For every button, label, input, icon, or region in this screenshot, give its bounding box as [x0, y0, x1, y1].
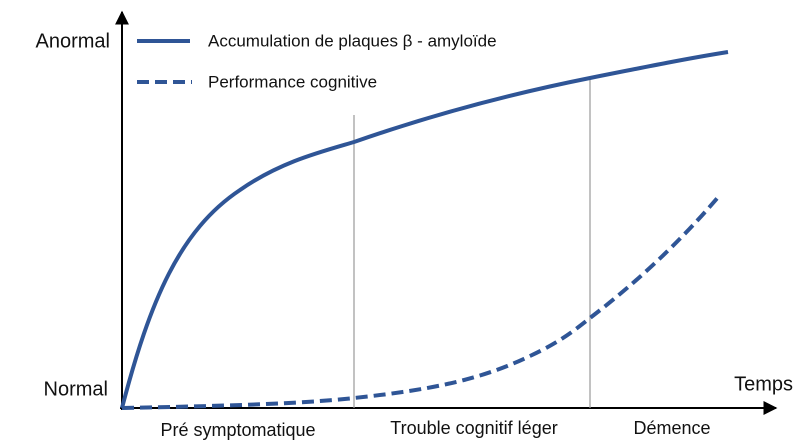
phase-label: Pré symptomatique [160, 420, 315, 440]
legend-label: Performance cognitive [208, 72, 377, 91]
phase-label: Démence [633, 418, 710, 438]
y-top-label: Anormal [36, 30, 110, 52]
y-bottom-label: Normal [44, 378, 108, 400]
amyloid-curve [120, 50, 729, 409]
legend-label: Accumulation de plaques β - amyloïde [208, 31, 497, 50]
phase-label: Trouble cognitif léger [390, 418, 557, 438]
cognitive-curve [121, 193, 722, 410]
x-axis-label: Temps [734, 373, 793, 395]
